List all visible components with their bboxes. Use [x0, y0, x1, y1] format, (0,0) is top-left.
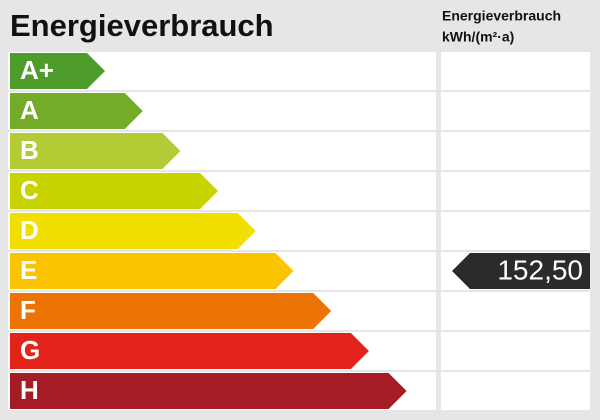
- indicator-value: 152,50: [497, 254, 583, 285]
- class-arrow: [10, 213, 256, 249]
- value-cell: [441, 52, 590, 90]
- class-arrow: [10, 93, 143, 129]
- value-cell: [441, 372, 590, 410]
- class-label: A: [20, 95, 39, 125]
- class-label: F: [20, 295, 36, 325]
- indicator-arrow: [452, 253, 590, 289]
- class-label: E: [20, 255, 37, 285]
- value-cell: [441, 212, 590, 250]
- value-cell: [441, 92, 590, 130]
- class-arrow: [10, 53, 105, 89]
- class-arrow: [10, 373, 407, 409]
- column-title: Energieverbrauch: [442, 8, 561, 24]
- class-label: A+: [20, 55, 54, 85]
- class-arrow: [10, 333, 369, 369]
- class-label: B: [20, 135, 39, 165]
- class-arrow: [10, 173, 219, 209]
- value-cell: [441, 132, 590, 170]
- class-label: G: [20, 335, 40, 365]
- class-arrow: [10, 253, 294, 289]
- title: Energieverbrauch: [10, 8, 274, 43]
- class-label: C: [20, 175, 39, 205]
- class-arrow: [10, 133, 181, 169]
- column-unit: kWh/(m²·a): [442, 29, 514, 45]
- value-cell: [441, 172, 590, 210]
- value-cell: [441, 292, 590, 330]
- class-label: D: [20, 215, 39, 245]
- class-arrow: [10, 293, 332, 329]
- value-cell: [441, 332, 590, 370]
- class-label: H: [20, 375, 39, 405]
